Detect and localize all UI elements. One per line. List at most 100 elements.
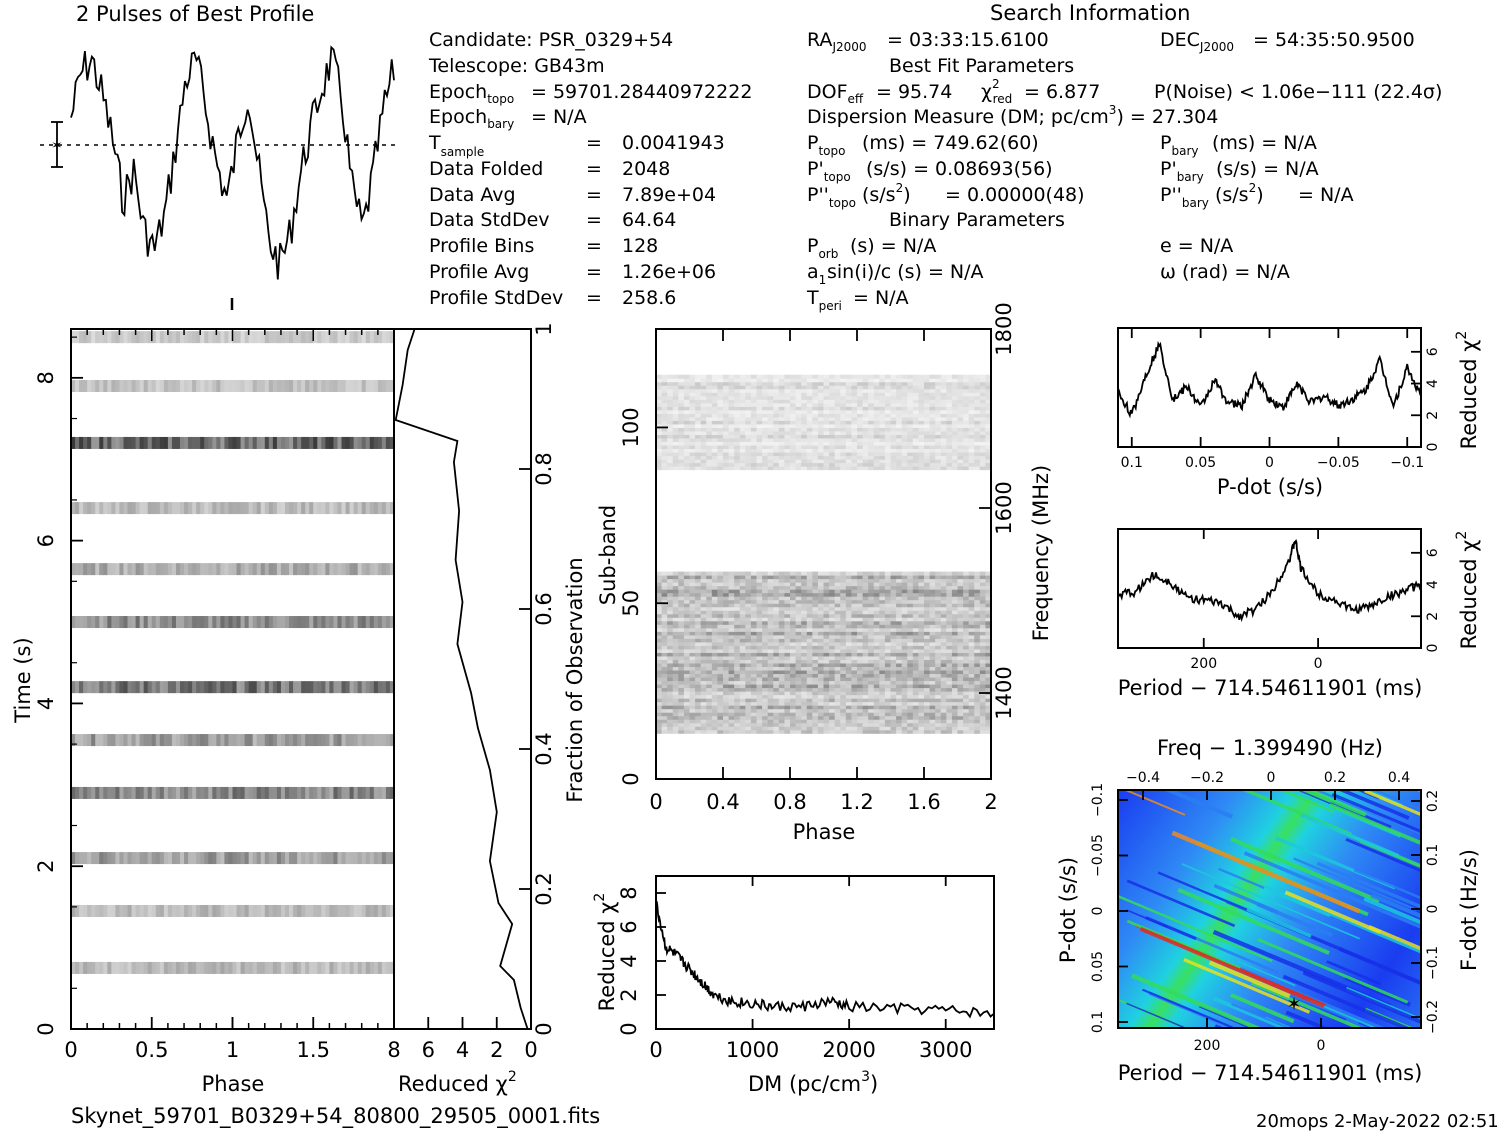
subband-cell (672, 437, 679, 442)
subband-cell (711, 427, 718, 432)
subband-row (656, 698, 992, 703)
subband-cell (689, 592, 696, 597)
subband-cell (739, 729, 746, 734)
subband-cell (951, 462, 958, 467)
subband-cell (968, 613, 975, 618)
subband-cell (901, 659, 908, 664)
subband-cell (896, 645, 903, 650)
subband-cell (873, 719, 880, 724)
subband-cell (918, 430, 925, 435)
subband-cell (851, 441, 858, 446)
subband-cell (851, 613, 858, 618)
stripe-cell (341, 616, 347, 629)
stripe-cell (196, 681, 201, 694)
subband-cell (890, 684, 897, 689)
stripe-cell (123, 961, 129, 974)
subband-cell (661, 701, 668, 706)
subband-cell (734, 466, 741, 471)
stripe-cell (228, 681, 233, 694)
subband-cell (734, 624, 741, 629)
subband-cell (723, 592, 730, 597)
subband-cell (929, 448, 936, 453)
subband-cell (879, 617, 886, 622)
stripe-cell (280, 734, 286, 747)
subband-cell (840, 645, 847, 650)
subband-cell (868, 434, 875, 439)
stripe-cell (252, 681, 258, 694)
subband-row (656, 673, 992, 678)
subband-cell (907, 592, 914, 597)
subband-cell (968, 423, 975, 428)
subband-cell (661, 423, 668, 428)
subband-cell (829, 427, 836, 432)
subband-cell (896, 627, 903, 632)
subband-cell (868, 592, 875, 597)
subband-cell (968, 680, 975, 685)
subband-cell (678, 620, 685, 625)
subband-cell (940, 634, 947, 639)
stripe-cell (71, 563, 76, 576)
subband-cell (929, 575, 936, 580)
subband-cell (778, 641, 785, 646)
stripe-cell (175, 681, 181, 694)
stripe-cell (216, 734, 221, 747)
subband-cell (739, 662, 746, 667)
stripe-cell (232, 436, 238, 449)
subband-cell (661, 430, 668, 435)
subband-cell (667, 437, 674, 442)
subband-cell (862, 413, 869, 418)
subband-cell (940, 645, 947, 650)
stripe-cell (147, 852, 153, 865)
subband-cell (661, 641, 668, 646)
subband-cell (896, 613, 903, 618)
subband-cell (756, 585, 763, 590)
subband-cell (890, 409, 897, 414)
stripe-cell (180, 436, 185, 449)
subband-cell (672, 434, 679, 439)
subband-cell (745, 627, 752, 632)
subband-cell (795, 666, 802, 671)
subband-cell (683, 648, 690, 653)
stripe-cell (236, 852, 242, 865)
subband-cell (672, 673, 679, 678)
stripe-cell (188, 379, 193, 392)
stripe-cell (175, 502, 181, 515)
subband-cell (739, 613, 746, 618)
subband-cell (739, 599, 746, 604)
subband-cell (734, 420, 741, 425)
candidate-text: Candidate: PSR_0329+54 (429, 29, 673, 51)
stripe-cell (301, 616, 306, 629)
subband-cell (862, 638, 869, 643)
subband-cell (907, 726, 914, 731)
subband-cell (700, 634, 707, 639)
subband-cell (873, 627, 880, 632)
subband-cell (857, 684, 864, 689)
subband-cell (985, 708, 992, 713)
subband-cell (857, 413, 864, 418)
redchi-fraction-xtick-label: 8 (387, 1038, 400, 1062)
subband-cell (974, 441, 981, 446)
subband-cell (862, 585, 869, 590)
subband-cell (823, 634, 830, 639)
stripe-cell (131, 681, 137, 694)
subband-cell (968, 585, 975, 590)
subband-cell (940, 606, 947, 611)
subband-cell (907, 462, 914, 467)
subband-cell (940, 631, 947, 636)
subband-cell (739, 413, 746, 418)
subband-cell (778, 726, 785, 731)
stripe-cell (309, 734, 314, 747)
subband-cell (840, 712, 847, 717)
subband-cell (723, 413, 730, 418)
subband-cell (711, 445, 718, 450)
subband-cell (957, 719, 964, 724)
stripe-cell (264, 734, 270, 747)
subband-cell (912, 624, 919, 629)
subband-cell (951, 645, 958, 650)
subband-cell (907, 575, 914, 580)
subband-row (656, 719, 992, 724)
subband-cell (801, 620, 808, 625)
subband-cell (661, 459, 668, 464)
subband-cell (840, 708, 847, 713)
subband-cell (951, 655, 958, 660)
